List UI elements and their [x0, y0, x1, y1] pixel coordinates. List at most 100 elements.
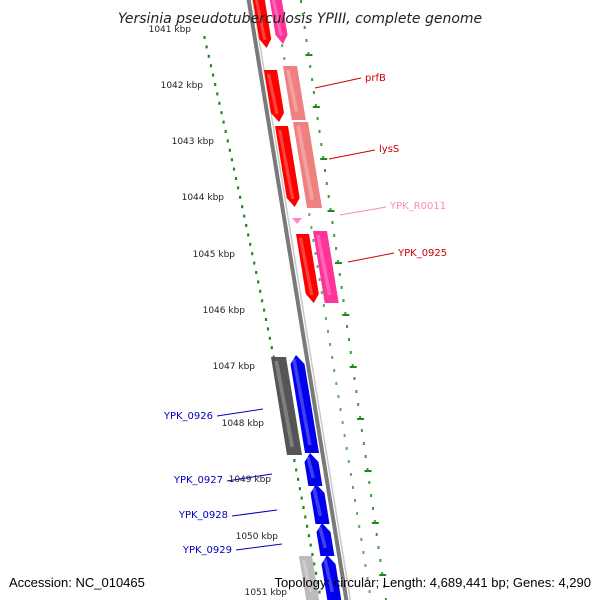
- axis-major-tick: [349, 366, 357, 368]
- axis-dot: [329, 343, 332, 346]
- axis-dot: [335, 382, 338, 385]
- axis-major-tick: [320, 158, 328, 160]
- gene-label: YPK_0927: [173, 475, 223, 486]
- kbp-tick-label: 1049 kbp: [229, 475, 272, 485]
- gene-arrow-salmon-lower: [293, 122, 322, 208]
- axis-dot: [264, 318, 268, 321]
- axis-dot: [303, 26, 306, 29]
- kbp-tick-label: 1047 kbp: [213, 362, 256, 372]
- axis-dot: [310, 226, 313, 229]
- gene-arrow-salmon-upper: [283, 66, 306, 120]
- axis-dot: [364, 455, 367, 458]
- axis-dot: [322, 304, 325, 307]
- accession-text: Accession: NC_010465: [9, 575, 145, 590]
- axis-dot: [226, 139, 229, 143]
- axis-dot: [354, 499, 356, 502]
- axis-dot: [239, 195, 242, 199]
- kbp-tick-label: 1043 kbp: [172, 137, 215, 147]
- gene-arrow-ypk0928: [310, 484, 330, 524]
- gene-arrow-ypk0927: [304, 453, 323, 486]
- kbp-tick-label: 1050 kbp: [236, 532, 279, 542]
- axis-dot: [205, 45, 208, 49]
- axis-dot: [375, 533, 378, 536]
- axis-dot: [362, 551, 365, 554]
- axis-dot: [311, 553, 314, 556]
- axis-dot: [331, 221, 334, 224]
- axis-dot: [312, 239, 315, 242]
- axis-dot: [230, 158, 233, 162]
- gene-leader-line: [328, 149, 376, 160]
- gene-leader-line: [339, 206, 387, 216]
- gene-arrow-bottom-blue-shine: [323, 558, 334, 593]
- axis-dot: [381, 572, 384, 575]
- axis-dot: [270, 346, 273, 350]
- topology-text: Topology: circular; Length: 4,689,441 bp…: [274, 575, 591, 590]
- gene-labels: prfB lysS YPK_R0011 YPK_0925 YPK_0926 YPK_092…: [163, 73, 447, 556]
- gene-label: YPK_0925: [397, 248, 447, 259]
- axis-dot: [344, 312, 347, 315]
- kbp-tick-label: 1051 kbp: [245, 588, 288, 598]
- kbp-tick-label: 1048 kbp: [222, 419, 265, 429]
- axis-dot: [207, 54, 210, 58]
- axis-dot: [338, 273, 341, 276]
- gene-label: YPK_0929: [182, 545, 232, 556]
- axis-dot: [311, 78, 314, 81]
- axis-dot: [247, 233, 250, 237]
- gene-leader-line: [235, 543, 283, 551]
- axis-dot: [341, 421, 344, 424]
- axis-dot: [307, 52, 310, 55]
- axis-dot: [360, 538, 363, 541]
- axis-major-tick: [334, 262, 342, 264]
- gene-arrow-ypk0925-pink: [313, 231, 339, 303]
- gene-leader-line: [347, 252, 395, 263]
- gene-arrow-bottom-gray: [299, 556, 320, 600]
- gene-arrow-prev-pink: [269, 0, 288, 44]
- axis-dot: [283, 57, 286, 60]
- gene-arrow-lyss: [275, 126, 300, 207]
- gene-arrow-ypk0925-red-shine: [298, 237, 314, 296]
- axis-dot: [366, 577, 369, 580]
- axis-dot: [357, 403, 360, 406]
- gene-leader-line: [226, 473, 273, 482]
- axis-major-tick: [342, 314, 350, 316]
- kbp-tick-label: 1045 kbp: [193, 250, 236, 260]
- gene-arrow-prev-red-shine: [254, 0, 267, 41]
- gene-leader-line: [314, 77, 362, 89]
- gene-arrow-ypk0928-shine: [312, 487, 323, 517]
- axis-dot: [263, 308, 266, 312]
- axis-dot: [336, 260, 339, 263]
- axis-dot: [324, 169, 326, 172]
- axis-dot: [348, 338, 350, 341]
- gene-label: YPK_0926: [163, 411, 213, 422]
- axis-dot: [300, 496, 303, 500]
- axis-dot: [372, 507, 374, 510]
- axis-dot: [360, 429, 363, 432]
- gene-arrow-blue-long-shine: [292, 358, 312, 446]
- gene-leader-line: [216, 408, 264, 417]
- backbone-line-outer: [246, 0, 349, 600]
- axis-dot: [331, 356, 334, 359]
- gene-features: [252, 0, 342, 600]
- axis-dot: [209, 64, 212, 68]
- gene-label: YPK_R0011: [389, 201, 446, 212]
- gene-arrow-prfb: [264, 70, 284, 122]
- axis-dot: [308, 213, 311, 216]
- axis-dot: [268, 336, 271, 340]
- axis-dot: [295, 468, 298, 472]
- axis-dot: [384, 598, 387, 600]
- axis-dot: [237, 186, 240, 190]
- axis-dot: [293, 459, 296, 462]
- axis-dot: [245, 224, 248, 227]
- gene-arrow-prev-red: [252, 0, 272, 48]
- gene-arrow-ypk0927-shine: [306, 456, 315, 479]
- axis-dot: [343, 434, 346, 437]
- axis-dot: [349, 351, 352, 354]
- axis-dot: [366, 468, 369, 471]
- axis-dot: [251, 252, 254, 256]
- axis-dot: [345, 447, 348, 450]
- axis-dot: [309, 543, 312, 547]
- axis-dot: [241, 205, 244, 209]
- axis-major-tick: [357, 418, 365, 420]
- axis-major-tick: [364, 470, 372, 472]
- gene-arrow-ypk0925-pink-shine: [316, 234, 332, 296]
